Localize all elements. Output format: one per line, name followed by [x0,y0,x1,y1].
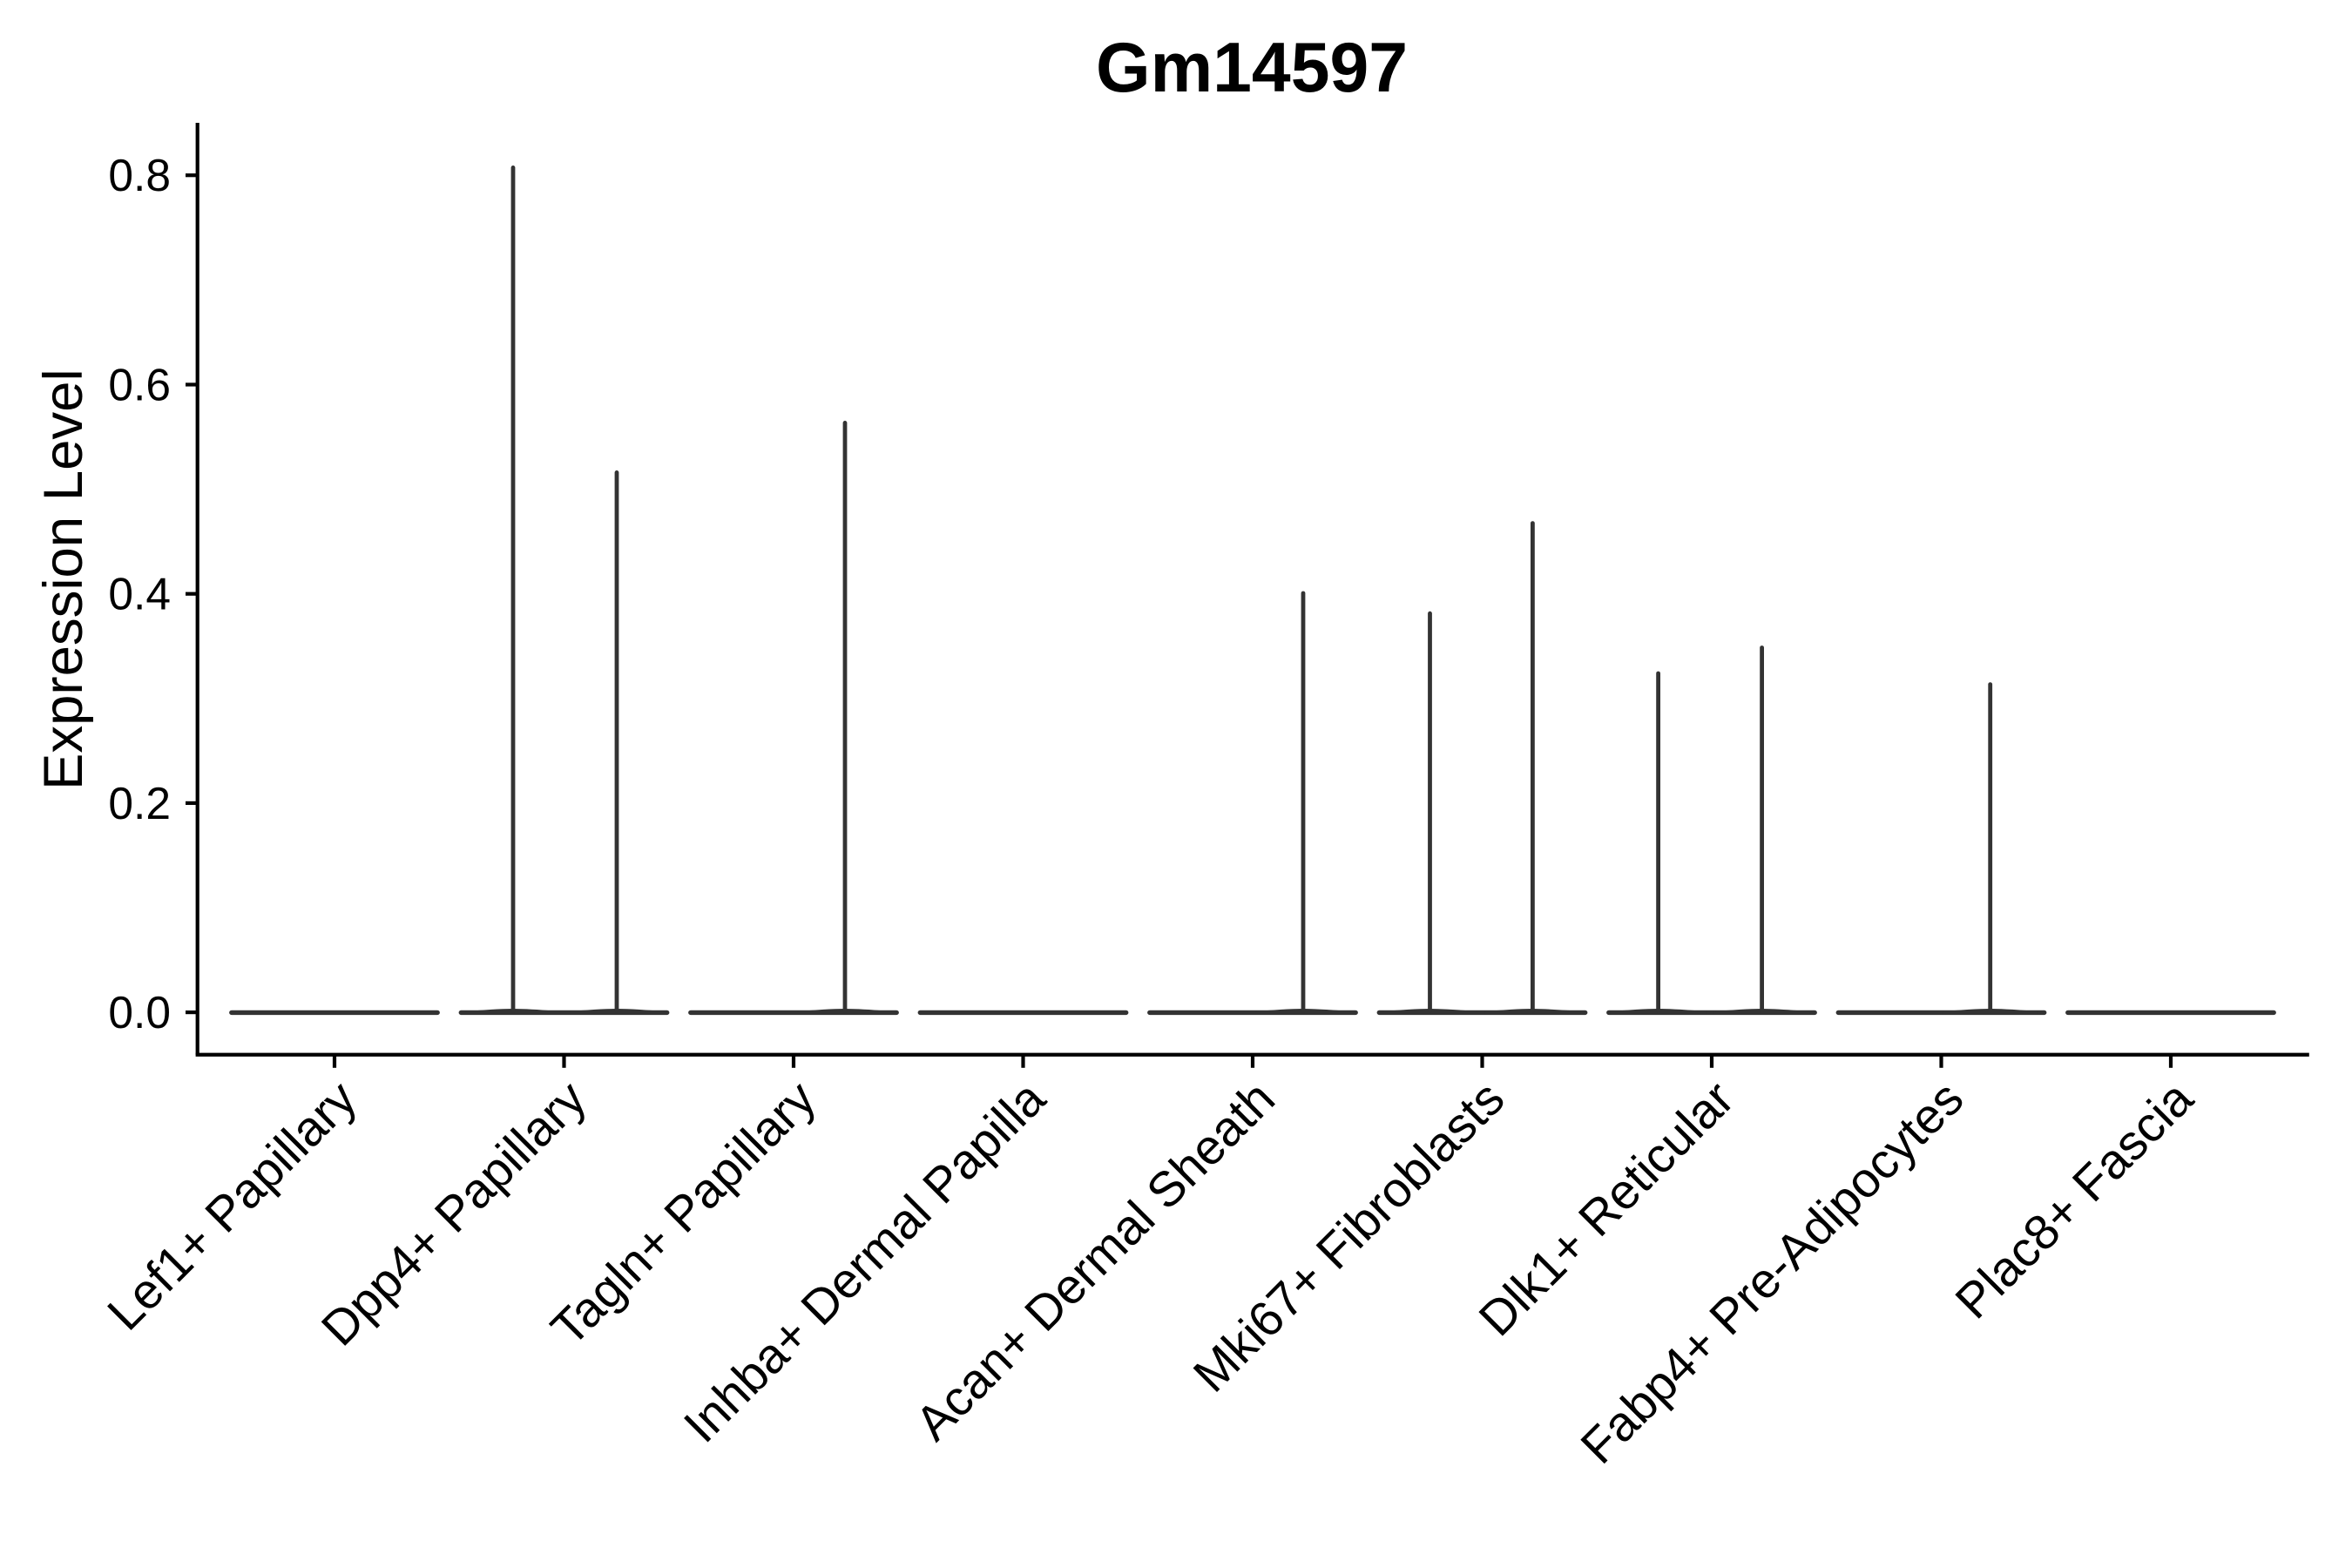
svg-text:Gm14597: Gm14597 [1096,29,1408,107]
svg-text:0.4: 0.4 [108,569,171,619]
svg-text:0.2: 0.2 [108,778,171,828]
svg-text:0.6: 0.6 [108,360,171,410]
svg-text:0.8: 0.8 [108,150,171,200]
svg-text:Expression Level: Expression Level [33,368,94,790]
svg-text:0.0: 0.0 [108,987,171,1037]
